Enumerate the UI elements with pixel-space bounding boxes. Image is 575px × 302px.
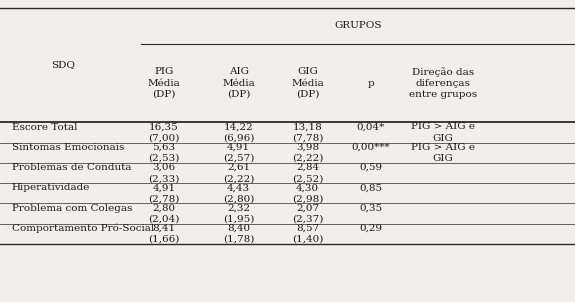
Text: 14,22
(6,96): 14,22 (6,96) (223, 122, 254, 143)
Text: 2,07
(2,37): 2,07 (2,37) (292, 204, 323, 224)
Text: 2,61
(2,22): 2,61 (2,22) (223, 163, 254, 183)
Text: 4,43
(2,80): 4,43 (2,80) (223, 183, 254, 203)
Text: Escore Total: Escore Total (12, 123, 77, 132)
Text: GIG
Média
(DP): GIG Média (DP) (292, 67, 324, 99)
Text: 0,59: 0,59 (359, 163, 382, 172)
Text: 0,35: 0,35 (359, 204, 382, 213)
Text: 4,91
(2,57): 4,91 (2,57) (223, 143, 254, 163)
Text: 4,91
(2,78): 4,91 (2,78) (148, 183, 179, 203)
Text: 0,00***: 0,00*** (352, 143, 390, 152)
Text: 4,30
(2,98): 4,30 (2,98) (292, 183, 323, 203)
Text: PIG
Média
(DP): PIG Média (DP) (148, 67, 180, 99)
Text: 2,80
(2,04): 2,80 (2,04) (148, 204, 179, 224)
Text: 2,32
(1,95): 2,32 (1,95) (223, 204, 254, 224)
Text: 8,40
(1,78): 8,40 (1,78) (223, 224, 254, 244)
Text: PIG > AIG e
GIG: PIG > AIG e GIG (411, 122, 475, 143)
Text: 8,57
(1,40): 8,57 (1,40) (292, 224, 323, 244)
Text: 5,63
(2,53): 5,63 (2,53) (148, 143, 179, 163)
Text: 8,41
(1,66): 8,41 (1,66) (148, 224, 179, 244)
Text: Comportamento Pró-Social: Comportamento Pró-Social (12, 224, 154, 233)
Text: Hiperatividade: Hiperatividade (12, 183, 90, 192)
Text: 2,84
(2,52): 2,84 (2,52) (292, 163, 323, 183)
Text: 0,29: 0,29 (359, 224, 382, 233)
Text: Sintomas Emocionais: Sintomas Emocionais (12, 143, 124, 152)
Text: 3,98
(2,22): 3,98 (2,22) (292, 143, 323, 163)
Text: Problemas de Conduta: Problemas de Conduta (12, 163, 131, 172)
Text: AIG
Média
(DP): AIG Média (DP) (223, 67, 255, 99)
Text: 0,04*: 0,04* (356, 123, 385, 132)
Text: PIG > AIG e
GIG: PIG > AIG e GIG (411, 143, 475, 163)
Text: 3,06
(2,33): 3,06 (2,33) (148, 163, 179, 183)
Text: 13,18
(7,78): 13,18 (7,78) (292, 122, 323, 143)
Text: Problema com Colegas: Problema com Colegas (12, 204, 132, 213)
Text: p: p (367, 79, 374, 88)
Text: GRUPOS: GRUPOS (334, 21, 382, 30)
Text: Direção das
diferenças
entre grupos: Direção das diferenças entre grupos (409, 67, 477, 99)
Text: SDQ: SDQ (51, 60, 75, 69)
Text: 0,85: 0,85 (359, 183, 382, 192)
Text: 16,35
(7,00): 16,35 (7,00) (148, 122, 179, 143)
